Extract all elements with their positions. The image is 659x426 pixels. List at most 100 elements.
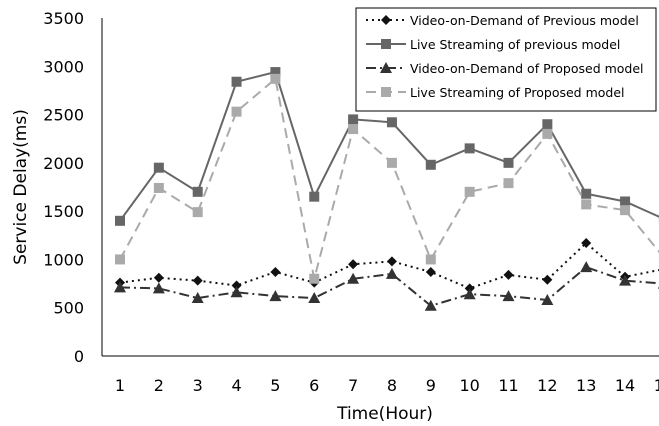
data-point: [192, 275, 203, 286]
series-2: [115, 67, 659, 226]
data-point: [231, 106, 242, 117]
data-point: [424, 299, 437, 311]
x-tick-label: 7: [348, 376, 358, 395]
data-point: [386, 256, 397, 267]
data-point: [386, 117, 397, 128]
series-line: [119, 266, 659, 307]
data-point: [348, 114, 359, 125]
data-point: [231, 76, 242, 87]
series-group: [114, 67, 659, 311]
data-point: [542, 119, 553, 130]
data-point: [270, 266, 281, 277]
data-point: [464, 186, 475, 197]
x-tick-label: 11: [498, 376, 518, 395]
x-tick-label: 12: [537, 376, 557, 395]
y-tick-label: 3000: [43, 57, 84, 76]
data-point: [115, 215, 125, 226]
x-tick-label: 4: [231, 376, 241, 395]
x-tick-label: 13: [576, 376, 596, 395]
legend-label: Video-on-Demand of Proposed model: [410, 61, 644, 76]
legend-label: Live Streaming of Proposed model: [410, 85, 625, 100]
legend-item: Live Streaming of previous model: [366, 37, 620, 52]
data-point: [153, 162, 164, 173]
x-tick-label: 1: [115, 376, 125, 395]
x-tick-label: 8: [387, 376, 397, 395]
x-tick-labels: 123456789101112131415: [115, 376, 659, 395]
data-point: [309, 191, 320, 202]
data-point: [542, 128, 553, 139]
x-tick-label: 9: [426, 376, 436, 395]
series-1: [115, 238, 659, 294]
data-point: [270, 67, 281, 78]
y-axis-title: Service Delay(ms): [11, 109, 31, 265]
data-point: [425, 159, 436, 170]
legend-marker: [381, 15, 391, 25]
data-point: [503, 269, 514, 280]
data-point: [309, 273, 320, 284]
data-point: [191, 292, 204, 304]
data-point: [231, 280, 242, 291]
x-axis-title: Time(Hour): [336, 404, 433, 424]
y-tick-label: 0: [74, 347, 84, 366]
data-point: [464, 143, 475, 154]
x-tick-label: 6: [309, 376, 319, 395]
data-point: [581, 188, 592, 199]
series-4: [115, 73, 659, 284]
legend: Video-on-Demand of Previous model Live St…: [355, 7, 657, 112]
legend-item: Live Streaming of Proposed model: [366, 85, 625, 100]
x-tick-label: 15: [654, 376, 659, 395]
data-point: [620, 196, 631, 207]
data-point: [619, 274, 632, 286]
y-tick-label: 2500: [43, 106, 84, 125]
data-point: [503, 157, 514, 168]
data-point: [385, 267, 398, 279]
data-point: [269, 290, 282, 302]
data-point: [386, 157, 397, 168]
y-tick-label: 3500: [43, 9, 84, 28]
data-point: [192, 207, 203, 218]
data-point: [114, 281, 126, 293]
x-tick-label: 3: [193, 376, 203, 395]
x-tick-label: 14: [615, 376, 635, 395]
data-point: [542, 274, 553, 285]
data-point: [620, 205, 631, 216]
data-point: [580, 261, 593, 273]
legend-marker: [380, 62, 392, 73]
data-point: [308, 292, 321, 304]
data-point: [502, 290, 515, 302]
data-point: [348, 124, 359, 135]
data-point: [270, 73, 281, 84]
data-point: [230, 286, 243, 298]
data-point: [192, 186, 203, 197]
data-point: [348, 259, 359, 270]
y-tick-label: 500: [53, 299, 84, 318]
x-tick-label: 2: [154, 376, 164, 395]
axes: [101, 18, 659, 357]
x-tick-label: 10: [459, 376, 479, 395]
data-point: [581, 199, 592, 210]
x-tick-label: 5: [270, 376, 280, 395]
legend-item: Video-on-Demand of Proposed model: [366, 61, 644, 76]
y-tick-label: 1500: [43, 202, 84, 221]
legend-box: [355, 7, 657, 112]
legend-item: Video-on-Demand of Previous model: [366, 13, 639, 28]
y-tick-label: 1000: [43, 250, 84, 269]
data-point: [347, 272, 360, 284]
y-tick-label: 2000: [43, 154, 84, 173]
series-line: [119, 241, 659, 290]
data-point: [153, 272, 164, 283]
data-point: [503, 178, 514, 189]
data-point: [152, 282, 165, 294]
data-point: [425, 254, 436, 265]
data-point: [581, 238, 592, 249]
y-tick-labels: 0 500 1000 1500 2000 2500 3000 3500: [43, 9, 84, 366]
legend-label: Video-on-Demand of Previous model: [410, 13, 639, 28]
data-point: [115, 254, 125, 265]
legend-marker: [381, 39, 391, 49]
data-point: [463, 288, 476, 300]
data-point: [541, 293, 554, 305]
legend-label: Live Streaming of previous model: [410, 37, 620, 52]
data-point: [153, 182, 164, 193]
series-3: [114, 261, 659, 311]
